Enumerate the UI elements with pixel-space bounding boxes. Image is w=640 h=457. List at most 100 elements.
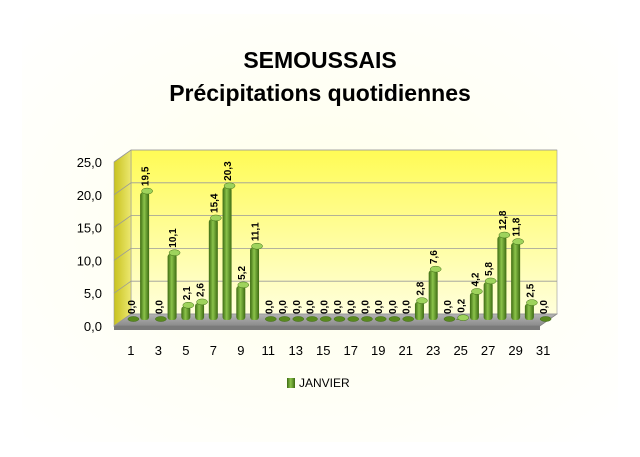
bar-body bbox=[511, 242, 521, 320]
bar-body bbox=[469, 292, 479, 320]
data-label: 11,1 bbox=[251, 222, 262, 241]
chart-title-block: SEMOUSSAIS Précipitations quotidiennes bbox=[0, 44, 640, 110]
bar-top bbox=[292, 316, 305, 322]
bar-top bbox=[196, 298, 208, 306]
bar-top bbox=[210, 214, 222, 222]
bar-body bbox=[524, 303, 534, 320]
bar bbox=[167, 249, 181, 320]
data-label: 0,0 bbox=[388, 300, 399, 314]
data-label: 10,1 bbox=[168, 228, 179, 248]
y-tick-label: 10,0 bbox=[77, 253, 102, 268]
y-tick-label: 0,0 bbox=[84, 319, 102, 334]
bar bbox=[306, 316, 318, 322]
bar bbox=[222, 182, 236, 320]
data-label: 0,0 bbox=[443, 300, 454, 314]
bar bbox=[361, 316, 373, 322]
bar-top bbox=[457, 314, 469, 321]
bar bbox=[402, 316, 414, 322]
bar-top bbox=[374, 316, 387, 322]
bar-body bbox=[483, 281, 493, 320]
bar bbox=[278, 316, 291, 322]
bar bbox=[236, 281, 250, 320]
chart-subtitle: Précipitations quotidiennes bbox=[169, 80, 471, 106]
bar-top bbox=[484, 277, 497, 285]
bar-body bbox=[208, 218, 218, 320]
bar-body bbox=[414, 301, 424, 320]
bar bbox=[208, 214, 222, 320]
legend-swatch bbox=[287, 378, 295, 388]
floor-edge bbox=[114, 326, 540, 330]
data-label: 0,0 bbox=[360, 300, 371, 314]
bar bbox=[428, 265, 442, 320]
legend: JANVIER bbox=[287, 376, 350, 390]
bar-top bbox=[320, 316, 332, 322]
bar-body bbox=[428, 270, 438, 320]
data-label: 2,5 bbox=[525, 283, 536, 297]
x-tick-label: 19 bbox=[371, 343, 385, 358]
x-tick-label: 7 bbox=[210, 343, 217, 358]
gridline bbox=[113, 182, 557, 196]
bars bbox=[127, 182, 552, 322]
y-tick-label: 25,0 bbox=[77, 155, 102, 170]
bar-body bbox=[250, 247, 260, 320]
bar-top bbox=[388, 316, 401, 322]
bar bbox=[333, 316, 346, 322]
legend-label: JANVIER bbox=[299, 376, 350, 390]
data-label: 20,3 bbox=[223, 161, 234, 181]
bar-top bbox=[429, 265, 442, 273]
bar-top bbox=[251, 242, 263, 250]
y-tick-label: 15,0 bbox=[77, 221, 102, 236]
data-label: 4,2 bbox=[470, 272, 481, 286]
x-tick-label: 17 bbox=[344, 343, 358, 358]
side-wall bbox=[113, 149, 132, 327]
data-label: 0,0 bbox=[402, 300, 413, 314]
x-tick-label: 9 bbox=[237, 343, 244, 358]
y-tick-label: 20,0 bbox=[77, 188, 102, 203]
bar bbox=[155, 316, 167, 322]
data-label: 0,0 bbox=[333, 300, 344, 314]
bar-body bbox=[497, 236, 507, 320]
bar-top bbox=[512, 238, 524, 245]
bar-top bbox=[182, 301, 195, 309]
gridline bbox=[113, 280, 557, 294]
data-label: 0,0 bbox=[347, 300, 358, 314]
bar bbox=[320, 316, 332, 322]
bar bbox=[292, 316, 305, 322]
bar-top bbox=[141, 187, 153, 195]
bar-top bbox=[498, 231, 511, 239]
data-label: 0,0 bbox=[306, 300, 317, 314]
data-label: 0,0 bbox=[374, 300, 385, 314]
data-label: 0,0 bbox=[264, 300, 275, 314]
bar-top bbox=[333, 316, 346, 322]
bar bbox=[374, 316, 387, 322]
bar-top bbox=[361, 316, 373, 322]
bar-top bbox=[278, 316, 291, 322]
x-tick-label: 29 bbox=[508, 343, 522, 358]
data-label: 2,6 bbox=[196, 283, 207, 297]
bar-top bbox=[539, 316, 552, 322]
data-label: 2,8 bbox=[415, 281, 426, 295]
bar-top bbox=[155, 316, 167, 322]
y-tick-label: 5,0 bbox=[84, 286, 102, 301]
bar bbox=[127, 316, 140, 322]
data-label: 0,0 bbox=[319, 300, 330, 314]
bar bbox=[140, 187, 153, 320]
bar-top bbox=[223, 182, 236, 190]
data-label: 11,8 bbox=[512, 217, 523, 236]
bar bbox=[265, 316, 277, 322]
bar bbox=[539, 316, 552, 322]
bar bbox=[347, 316, 359, 322]
data-label: 7,6 bbox=[429, 250, 440, 264]
bar bbox=[250, 242, 263, 320]
data-label: 0,0 bbox=[539, 300, 550, 314]
data-label: 5,2 bbox=[237, 266, 248, 280]
bar-top bbox=[306, 316, 318, 322]
bar bbox=[388, 316, 401, 322]
bar-body bbox=[222, 186, 232, 320]
x-tick-label: 5 bbox=[182, 343, 189, 358]
data-label: 0,0 bbox=[154, 300, 165, 314]
x-tick-label: 13 bbox=[289, 343, 303, 358]
bar bbox=[181, 301, 195, 320]
bar-top bbox=[237, 281, 250, 289]
gridline bbox=[113, 247, 557, 261]
